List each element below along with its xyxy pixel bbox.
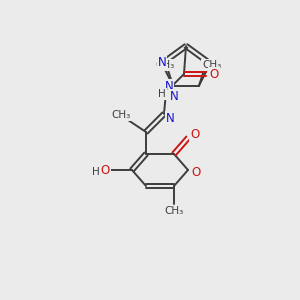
Text: O: O <box>190 128 200 142</box>
Text: CH₃: CH₃ <box>202 60 222 70</box>
Text: N: N <box>166 112 174 124</box>
Text: N: N <box>158 56 167 69</box>
Text: CH₃: CH₃ <box>111 110 130 120</box>
Text: O: O <box>191 166 201 178</box>
Text: N: N <box>165 80 173 93</box>
Text: N: N <box>169 89 178 103</box>
Text: CH₃: CH₃ <box>164 206 184 216</box>
Text: H: H <box>158 89 166 99</box>
Text: H: H <box>92 167 100 177</box>
Text: CH₃: CH₃ <box>155 60 175 70</box>
Text: O: O <box>100 164 109 176</box>
Text: O: O <box>209 68 219 80</box>
